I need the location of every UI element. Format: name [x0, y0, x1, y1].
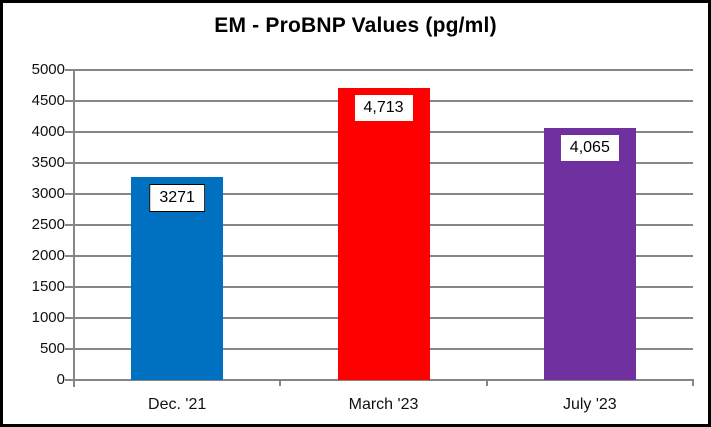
- bar-value-label: 4,713: [354, 94, 413, 121]
- bar-value-label: 3271: [149, 184, 205, 213]
- y-tick-label: 1000: [31, 309, 65, 326]
- y-tick-label: 500: [39, 340, 65, 357]
- y-tick-label: 3500: [31, 154, 65, 171]
- y-axis-tick: [65, 69, 73, 71]
- y-tick-label: 1500: [31, 278, 65, 295]
- y-axis-tick: [65, 224, 73, 226]
- bar: [543, 127, 636, 380]
- y-tick-label: 2000: [31, 247, 65, 264]
- y-axis-line: [73, 69, 75, 387]
- x-category-label: March '23: [348, 396, 419, 413]
- x-category-label: Dec. '21: [148, 396, 207, 413]
- y-tick-label: 5000: [31, 61, 65, 78]
- y-tick-label: 0: [56, 371, 65, 388]
- y-axis-tick: [65, 379, 73, 381]
- y-tick-label: 4500: [31, 92, 65, 109]
- y-axis-tick: [65, 317, 73, 319]
- chart-title: EM - ProBNP Values (pg/ml): [214, 14, 497, 37]
- y-axis-tick: [65, 162, 73, 164]
- y-axis-tick: [65, 131, 73, 133]
- bar-value-label: 4,065: [560, 134, 619, 161]
- x-category-label: July '23: [562, 396, 617, 413]
- bar: [337, 87, 430, 380]
- y-axis-tick: [65, 348, 73, 350]
- y-axis-tick: [65, 100, 73, 102]
- y-tick-label: 4000: [31, 123, 65, 140]
- y-axis-tick: [65, 286, 73, 288]
- x-axis-tick: [279, 380, 282, 386]
- x-axis-tick: [485, 380, 488, 386]
- y-axis-tick: [65, 255, 73, 257]
- y-tick-label: 3000: [31, 185, 65, 202]
- y-tick-label: 2500: [31, 216, 65, 233]
- gridline: [73, 69, 693, 71]
- x-axis-tick: [692, 380, 694, 386]
- y-axis-tick: [65, 193, 73, 195]
- x-axis-line: [73, 379, 694, 381]
